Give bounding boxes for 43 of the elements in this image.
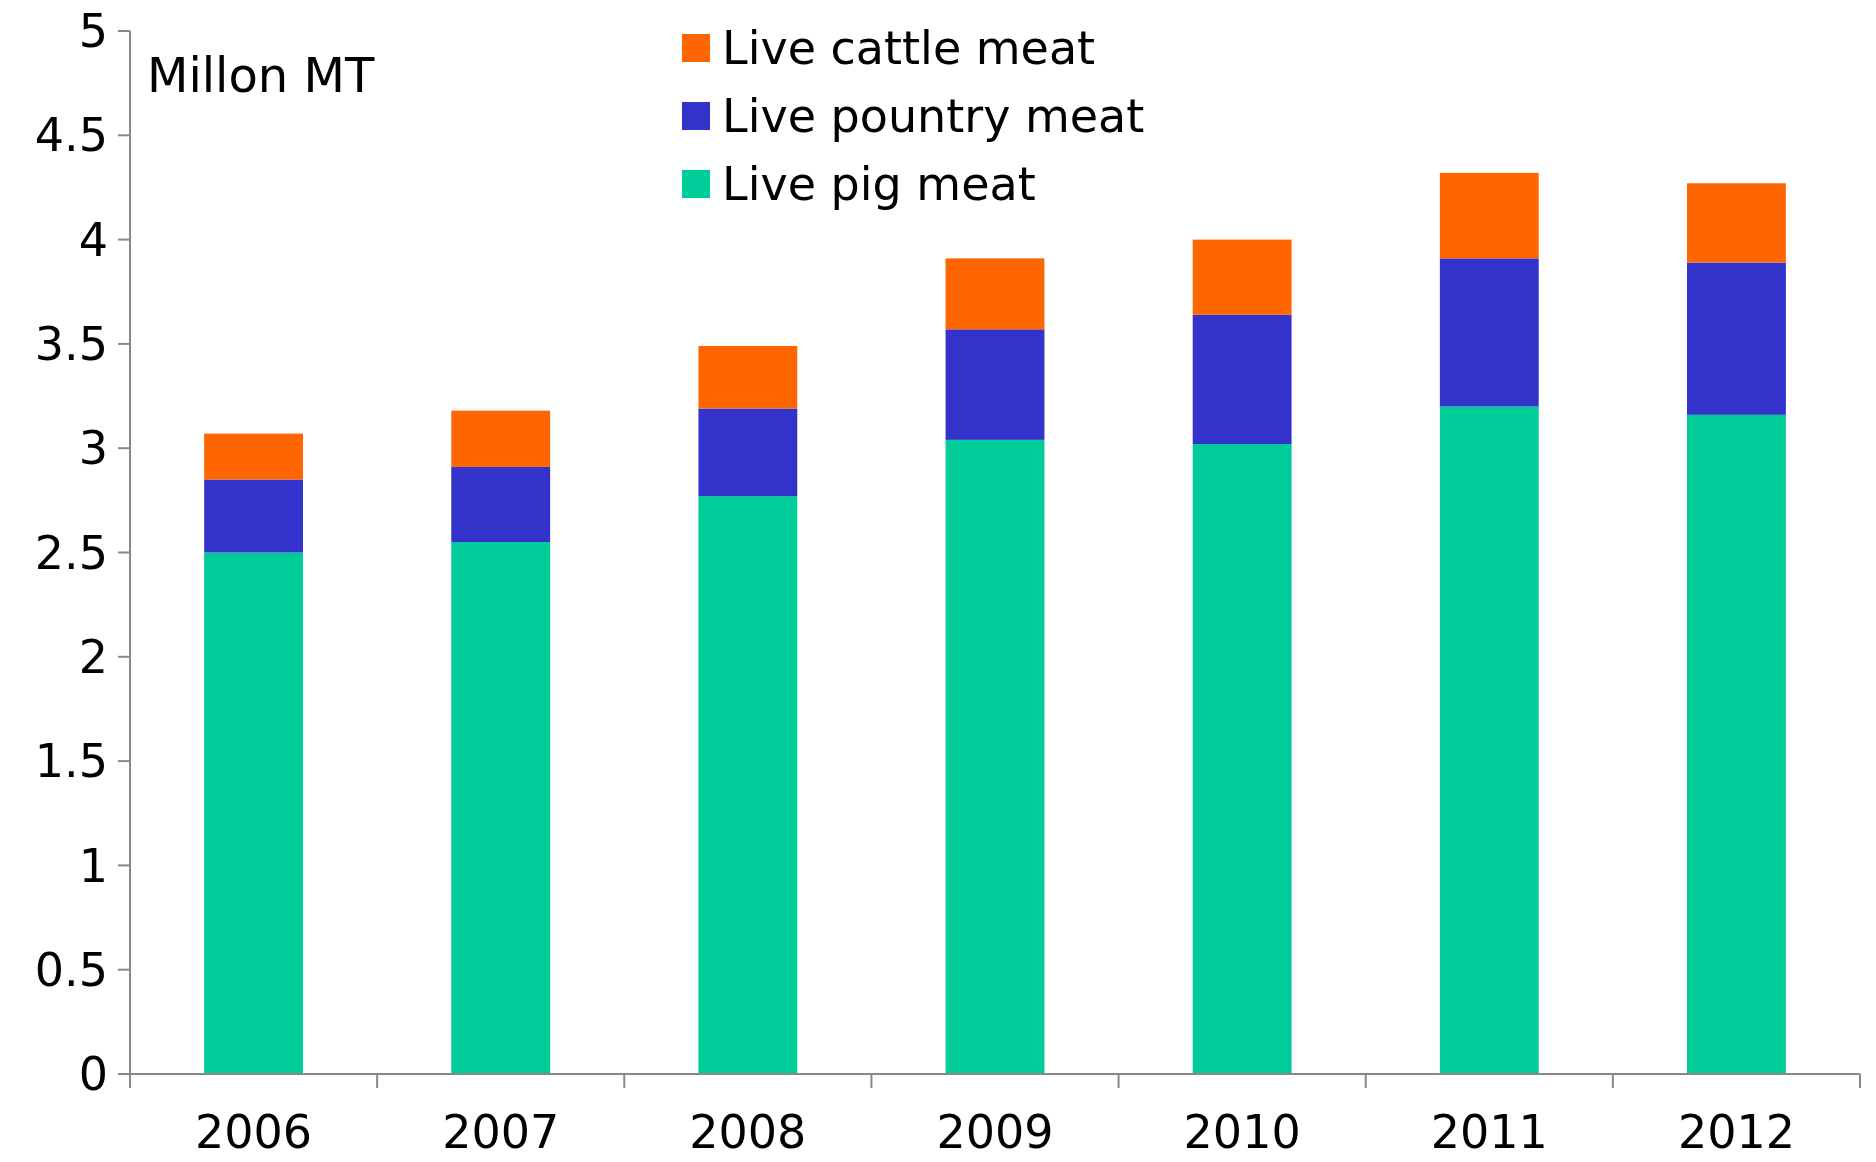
bar	[1439, 258, 1539, 407]
y-tick-label: 1.5	[34, 734, 108, 789]
legend-label: Live pig meat	[722, 157, 1036, 212]
y-tick-label: 0	[78, 1047, 108, 1102]
x-tick-label: 2009	[936, 1105, 1054, 1159]
y-axis-title: Millon MT	[147, 46, 375, 103]
bar	[945, 439, 1045, 1074]
bar	[204, 552, 303, 1074]
bar	[1439, 172, 1539, 259]
y-tick-label: 2	[78, 629, 108, 684]
bar	[945, 258, 1045, 330]
bar	[451, 466, 551, 543]
legend-label: Live pountry meat	[722, 89, 1145, 144]
bar	[451, 542, 551, 1074]
bar	[1192, 314, 1292, 445]
x-tick-label: 2012	[1677, 1105, 1795, 1159]
y-tick-label: 3	[78, 421, 108, 476]
bar	[1687, 414, 1786, 1074]
y-tick-label: 3.5	[34, 317, 108, 371]
x-tick-label: 2006	[195, 1105, 313, 1159]
bar	[204, 433, 303, 480]
y-tick-label: 0.5	[34, 942, 108, 997]
bar	[204, 479, 303, 553]
y-tick-label: 4.5	[34, 108, 108, 163]
y-tick-label: 5	[78, 4, 108, 59]
x-tick-label: 2007	[442, 1105, 560, 1159]
x-tick-label: 2008	[689, 1105, 807, 1159]
y-tick-label: 2.5	[34, 525, 108, 580]
bar	[1192, 239, 1292, 315]
x-tick-label: 2010	[1183, 1105, 1301, 1159]
x-tick-label: 2011	[1430, 1105, 1548, 1159]
bar	[945, 329, 1045, 440]
y-tick-label: 1	[78, 838, 108, 893]
bar	[451, 410, 551, 467]
bar	[1439, 406, 1539, 1074]
bar	[698, 345, 798, 409]
legend-label: Live cattle meat	[722, 21, 1096, 76]
bar	[698, 496, 798, 1074]
bar	[1687, 183, 1786, 263]
bar	[698, 408, 798, 497]
y-tick-label: 4	[78, 212, 108, 267]
bar	[1192, 444, 1292, 1074]
bar	[1687, 262, 1786, 415]
